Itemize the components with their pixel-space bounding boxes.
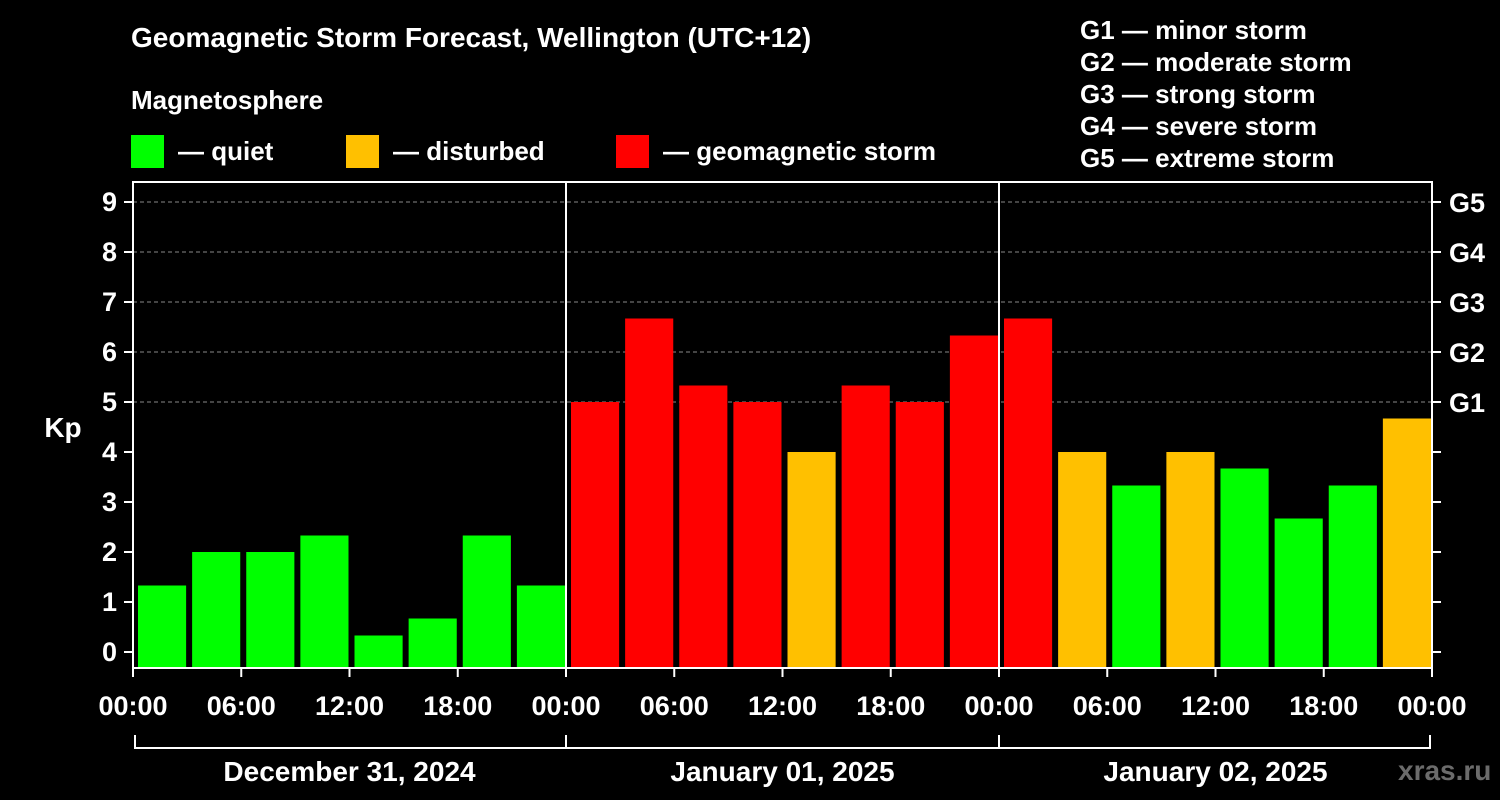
bar-2 [246, 552, 295, 668]
bar-17 [1058, 452, 1107, 668]
bar-21 [1274, 518, 1323, 668]
storm-scale-g5: G5 — extreme storm [1080, 143, 1335, 173]
bar-13 [841, 385, 890, 668]
legend-label-storm: — geomagnetic storm [663, 135, 937, 166]
x-tick-label-5: 06:00 [640, 691, 709, 721]
x-tick-label-2: 12:00 [315, 691, 384, 721]
x-tick-label-4: 00:00 [531, 691, 600, 721]
right-tick-label-G3: G3 [1449, 288, 1485, 318]
bar-19 [1166, 452, 1215, 668]
bar-16 [1004, 318, 1053, 668]
bar-10 [679, 385, 728, 668]
x-tick-label-9: 06:00 [1073, 691, 1142, 721]
y-tick-label-2: 2 [102, 537, 117, 567]
y-tick-label-6: 6 [102, 337, 117, 367]
bar-6 [462, 535, 511, 668]
bar-20 [1220, 468, 1269, 668]
y-tick-label-5: 5 [102, 387, 117, 417]
y-axis-label: Kp [44, 412, 81, 443]
bar-12 [787, 452, 836, 668]
y-tick-label-7: 7 [102, 287, 117, 317]
bar-14 [895, 402, 944, 668]
day-label-2: January 02, 2025 [1103, 756, 1327, 787]
legend-title: Magnetosphere [131, 85, 324, 115]
x-tick-label-1: 06:00 [207, 691, 276, 721]
bar-15 [949, 335, 998, 668]
bar-8 [571, 402, 620, 668]
storm-scale-legend: G1 — minor storm G2 — moderate storm G3 … [1080, 14, 1352, 174]
bar-23 [1382, 418, 1431, 668]
x-tick-label-3: 18:00 [423, 691, 492, 721]
legend-label-disturbed: — disturbed [393, 135, 545, 166]
y-tick-label-0: 0 [102, 637, 117, 667]
storm-scale-g4: G4 — severe storm [1080, 111, 1318, 141]
x-tick-label-6: 12:00 [748, 691, 817, 721]
right-tick-label-G5: G5 [1449, 188, 1485, 218]
bar-11 [733, 402, 782, 668]
watermark: xras.ru [1398, 755, 1492, 786]
bar-5 [408, 618, 457, 668]
y-tick-label-1: 1 [102, 587, 117, 617]
x-tick-label-7: 18:00 [856, 691, 925, 721]
y-tick-label-8: 8 [102, 237, 117, 267]
legend-swatch-disturbed [346, 134, 379, 168]
day-label-1: January 01, 2025 [670, 756, 894, 787]
legend-item-quiet: — quiet [131, 134, 273, 168]
y-tick-label-4: 4 [102, 437, 117, 467]
bar-0 [138, 585, 187, 668]
x-tick-label-12: 00:00 [1397, 691, 1466, 721]
y-tick-label-9: 9 [102, 187, 117, 217]
storm-scale-g3: G3 — strong storm [1080, 79, 1316, 109]
legend-swatch-storm [616, 134, 649, 168]
legend-item-disturbed: — disturbed [346, 134, 545, 168]
x-tick-label-8: 00:00 [964, 691, 1033, 721]
right-tick-label-G4: G4 [1449, 238, 1485, 268]
x-tick-label-10: 12:00 [1181, 691, 1250, 721]
legend-item-storm: — geomagnetic storm [616, 134, 936, 168]
y-tick-label-3: 3 [102, 487, 117, 517]
storm-scale-g1: G1 — minor storm [1080, 15, 1307, 45]
right-tick-label-G1: G1 [1449, 388, 1485, 418]
bar-9 [625, 318, 674, 668]
legend-label-quiet: — quiet [178, 135, 274, 166]
day-label-0: December 31, 2024 [223, 756, 476, 787]
storm-scale-g2: G2 — moderate storm [1080, 47, 1352, 77]
x-tick-label-0: 00:00 [98, 691, 167, 721]
bar-4 [354, 635, 403, 668]
bar-1 [192, 552, 241, 668]
bar-18 [1112, 485, 1161, 668]
bar-7 [516, 585, 565, 668]
bar-3 [300, 535, 349, 668]
chart-title: Geomagnetic Storm Forecast, Wellington (… [131, 22, 812, 53]
bar-22 [1328, 485, 1377, 668]
x-tick-label-11: 18:00 [1289, 691, 1358, 721]
right-tick-label-G2: G2 [1449, 338, 1485, 368]
legend-swatch-quiet [131, 134, 164, 168]
